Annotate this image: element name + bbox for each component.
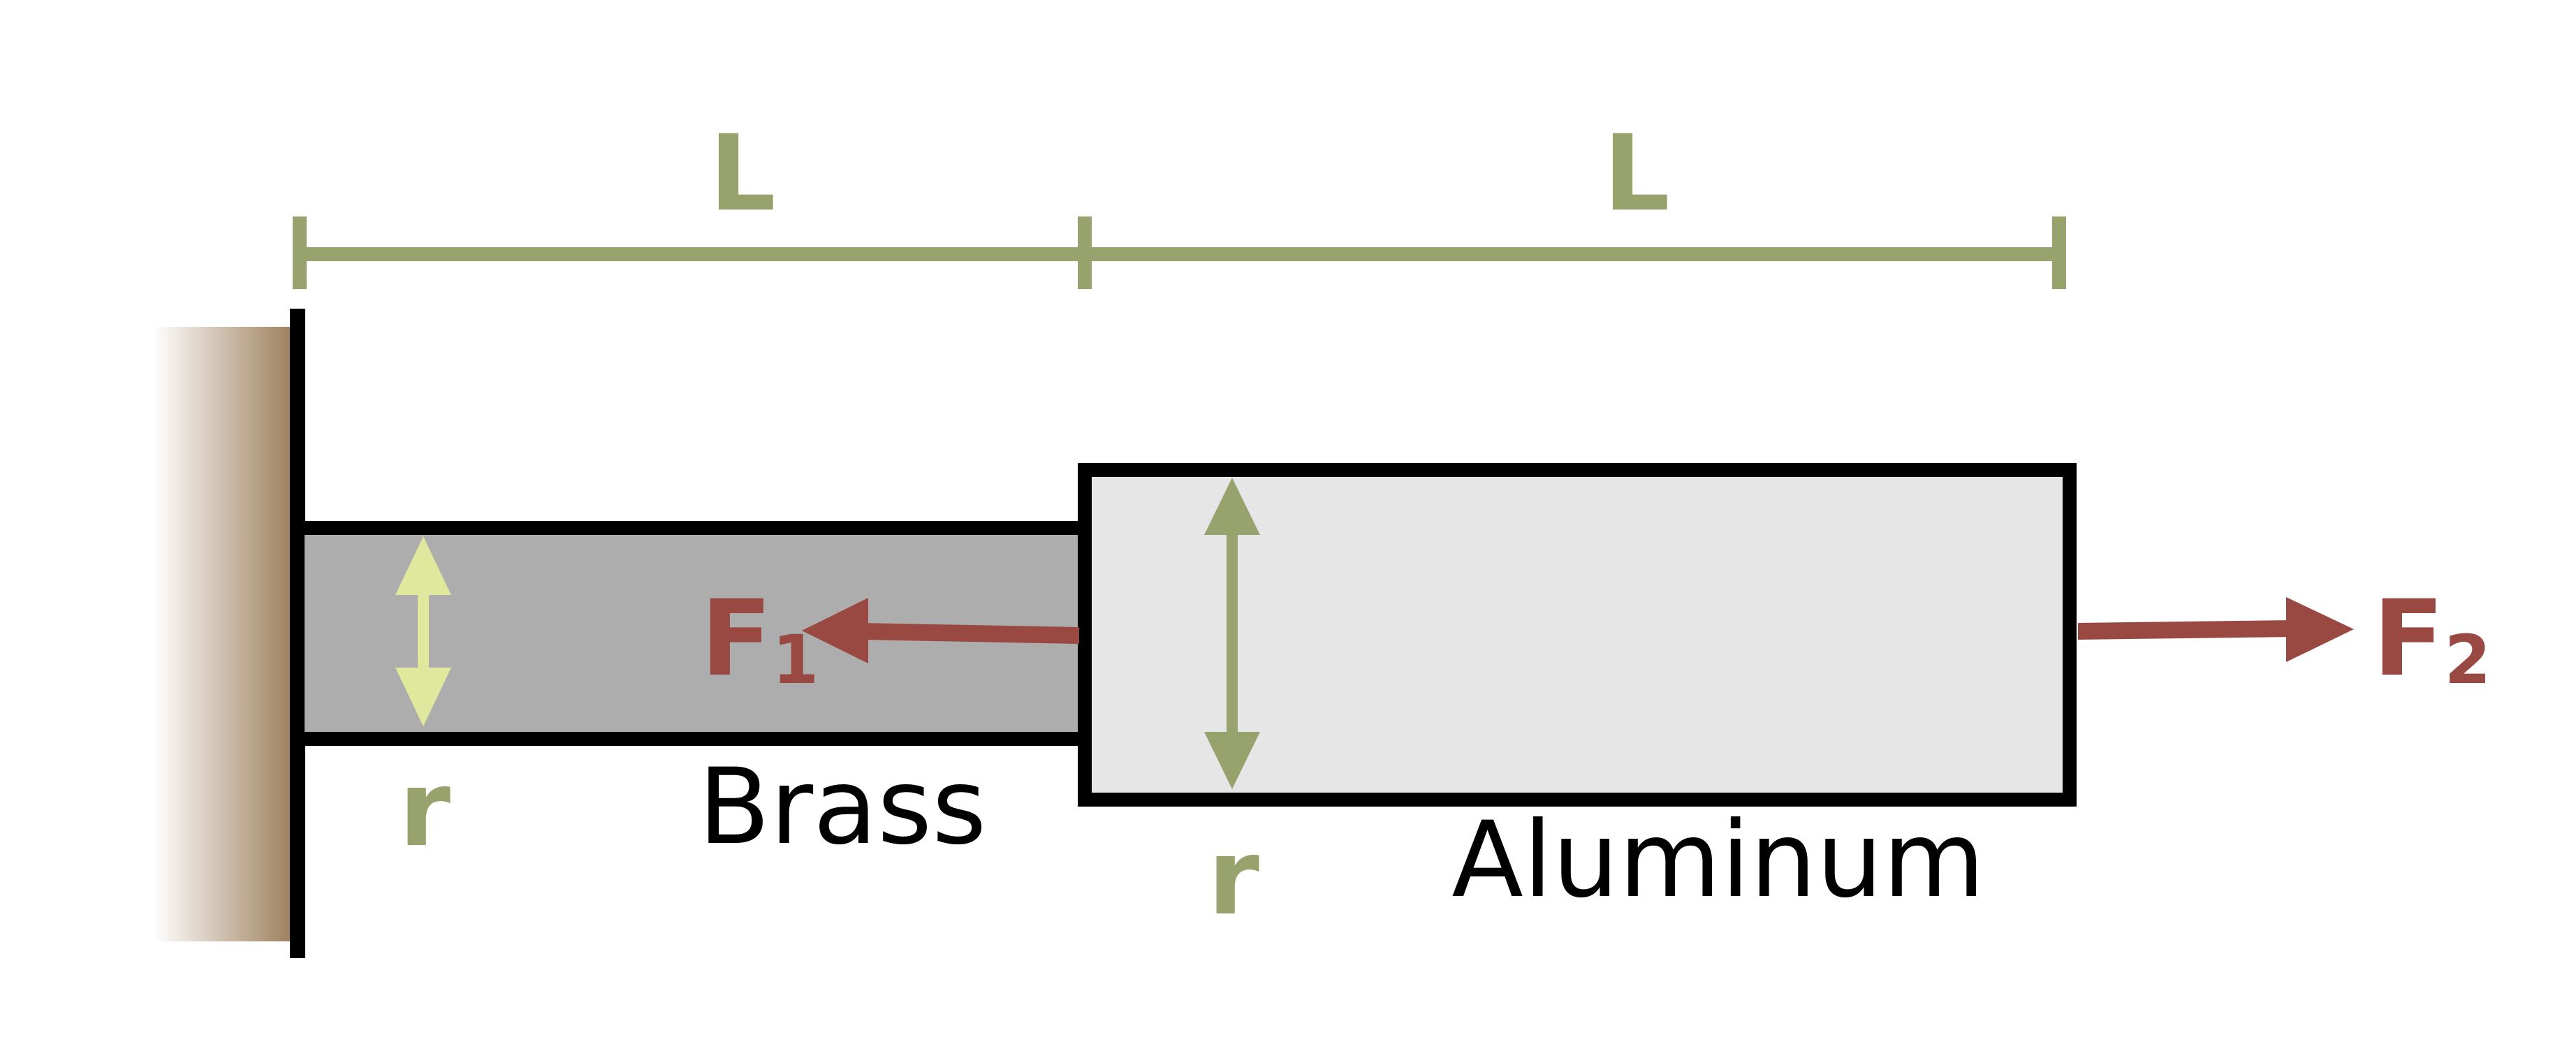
brass-radius-label: r bbox=[399, 749, 451, 870]
force-arrow-f1 bbox=[802, 598, 1079, 663]
force-f2-subscript: 2 bbox=[2444, 621, 2491, 699]
force-f1-subscript: 1 bbox=[772, 621, 819, 699]
aluminum-radius-arrow bbox=[1204, 478, 1260, 789]
dimension-tick-middle bbox=[1078, 216, 1092, 289]
aluminum-material-label: Aluminum bbox=[1451, 800, 1984, 921]
brass-material-label: Brass bbox=[698, 747, 987, 868]
brass-radius-arrow bbox=[395, 536, 451, 726]
dimension-tick-left bbox=[293, 216, 307, 289]
wall-support bbox=[154, 309, 305, 958]
force-f2-symbol: F bbox=[2373, 578, 2444, 700]
dimension-tick-right bbox=[2052, 216, 2066, 289]
force-label-f2: F2 bbox=[2373, 578, 2491, 700]
dimension-line-bar bbox=[298, 247, 2066, 261]
force-f1-symbol: F bbox=[701, 578, 772, 700]
wall-gradient bbox=[154, 327, 297, 941]
dimension-line bbox=[293, 216, 2066, 289]
length-label-left: L bbox=[709, 113, 776, 235]
force-arrow-f2 bbox=[2078, 597, 2354, 662]
force-label-f1: F1 bbox=[701, 578, 819, 700]
aluminum-radius-label: r bbox=[1208, 817, 1259, 939]
length-label-right: L bbox=[1603, 113, 1670, 235]
